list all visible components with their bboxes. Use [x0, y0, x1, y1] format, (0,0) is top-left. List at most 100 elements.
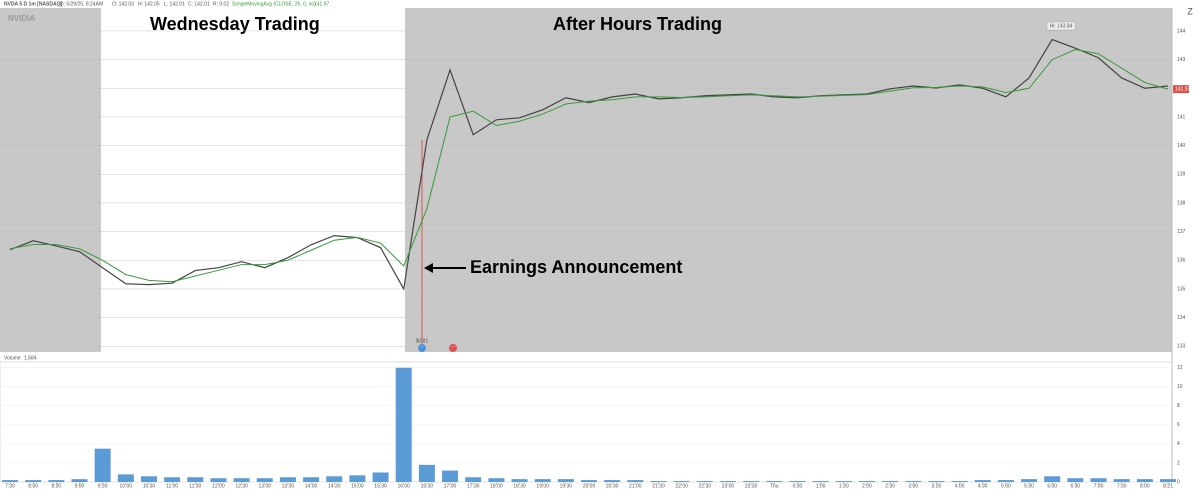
- x-tick-label: 10:30: [143, 483, 156, 489]
- x-tick-label: 20:00: [583, 483, 596, 489]
- x-tick-label: 1:00: [816, 483, 826, 489]
- volume-bar: [25, 480, 42, 482]
- volume-value: 1,584: [24, 355, 37, 361]
- x-tick-label: 23:00: [722, 483, 735, 489]
- y-tick-label: 137: [1177, 229, 1186, 235]
- x-tick-label: 2:30: [885, 483, 895, 489]
- volume-bar: [1136, 479, 1153, 482]
- volume-panel: [0, 361, 1173, 483]
- volume-bar: [279, 477, 296, 482]
- x-tick-label: 18:30: [513, 483, 526, 489]
- x-tick-label: 5:00: [1001, 483, 1011, 489]
- high-badge: [1046, 21, 1076, 31]
- x-tick-label: 21:00: [629, 483, 642, 489]
- y2-tick-label: 6: [1177, 422, 1180, 428]
- volume-bar: [1160, 479, 1176, 482]
- volume-bar: [1021, 479, 1038, 482]
- volume-bar: [164, 477, 181, 482]
- volume-bar: [187, 477, 204, 482]
- y-tick-label: 134: [1177, 315, 1186, 321]
- after-hours-label: After Hours Trading: [553, 14, 722, 34]
- x-tick-label: 6:00: [1047, 483, 1057, 489]
- x-tick-label: 13:00: [259, 483, 272, 489]
- x-tick-label: 16:30: [421, 483, 434, 489]
- volume-bar: [1044, 476, 1061, 482]
- volume-bar: [71, 479, 88, 482]
- x-tick-label: 4:00: [955, 483, 965, 489]
- volume-title: Volume: [4, 355, 21, 361]
- earnings-marker[interactable]: [418, 344, 426, 352]
- volume-bar: [233, 478, 250, 482]
- x-tick-label: 19:00: [536, 483, 549, 489]
- volume-bar: [766, 481, 783, 482]
- volume-bar: [835, 481, 852, 482]
- volume-bar: [488, 478, 505, 482]
- volume-bar: [534, 479, 551, 482]
- x-tick-label: 21:30: [652, 483, 665, 489]
- y2-tick-label: 2: [1177, 460, 1180, 466]
- x-tick-label: 8:00: [1140, 483, 1150, 489]
- x-tick-label: 8:21: [1163, 483, 1173, 489]
- volume-bar: [511, 479, 528, 482]
- volume-bar: [395, 367, 412, 482]
- x-tick-label: 23:30: [745, 483, 758, 489]
- event-label: Earnings Announcement: [470, 257, 682, 277]
- y-tick-label: 144: [1177, 28, 1186, 34]
- volume-bar: [604, 480, 621, 482]
- volume-bar: [743, 481, 760, 482]
- x-tick-label: 19:30: [560, 483, 573, 489]
- y-tick-label: 135: [1177, 286, 1186, 292]
- x-tick-label: 14:30: [328, 483, 341, 489]
- x-tick-label: 20:30: [606, 483, 619, 489]
- volume-bar: [882, 481, 899, 482]
- earnings-value: $0.81: [416, 338, 429, 344]
- volume-bar: [951, 481, 968, 482]
- x-tick-label: 1:30: [839, 483, 849, 489]
- x-tick-label: 2:00: [862, 483, 872, 489]
- y2-tick-label: 12: [1177, 365, 1183, 371]
- price-line: [9, 38, 1169, 291]
- high-label: Hi: 143.84: [1050, 23, 1073, 29]
- x-tick-label: 7:30: [1117, 483, 1127, 489]
- x-tick-label: 11:00: [166, 483, 178, 489]
- x-tick-label: 3:00: [908, 483, 918, 489]
- event-marker[interactable]: [449, 344, 457, 352]
- volume-bar: [696, 481, 713, 482]
- x-tick-label: 16:00: [397, 483, 410, 489]
- x-tick-label: 11:30: [189, 483, 201, 489]
- volume-bar: [140, 476, 157, 482]
- volume-bar: [2, 480, 18, 482]
- x-tick-label: Thu: [770, 483, 779, 489]
- volume-bar: [442, 470, 459, 482]
- x-tick-label: 17:00: [444, 483, 457, 489]
- study-value: 141.97: [314, 1, 330, 7]
- volume-bar: [256, 478, 273, 482]
- volume-bar: [1090, 478, 1107, 482]
- x-tick-label: 22:30: [699, 483, 712, 489]
- volume-bar: [349, 475, 366, 482]
- price-line: [9, 49, 1169, 283]
- watermark: NVIDIA: [8, 14, 35, 23]
- volume-bar: [326, 476, 343, 482]
- volume-bar: [303, 477, 320, 482]
- volume-bar: [627, 480, 644, 482]
- last-price-badge: [1173, 85, 1189, 94]
- x-tick-label: 17:30: [467, 483, 480, 489]
- volume-bar: [1067, 478, 1084, 482]
- x-tick-label: 3:30: [932, 483, 942, 489]
- volume-bar: [117, 474, 134, 482]
- x-tick-label: 6:30: [1070, 483, 1080, 489]
- x-tick-label: 15:00: [351, 483, 364, 489]
- volume-bar: [650, 481, 667, 482]
- volume-bar: [974, 480, 991, 482]
- volume-bar: [418, 464, 435, 482]
- x-tick-label: 10:00: [120, 483, 133, 489]
- event-arrowhead: [424, 263, 433, 273]
- volume-bar: [372, 472, 389, 482]
- y2-tick-label: 10: [1177, 384, 1183, 390]
- volume-bar: [997, 480, 1014, 482]
- volume-bar: [94, 448, 111, 482]
- y2-tick-label: 8: [1177, 403, 1180, 409]
- zoom-icon[interactable]: Z: [1187, 6, 1193, 16]
